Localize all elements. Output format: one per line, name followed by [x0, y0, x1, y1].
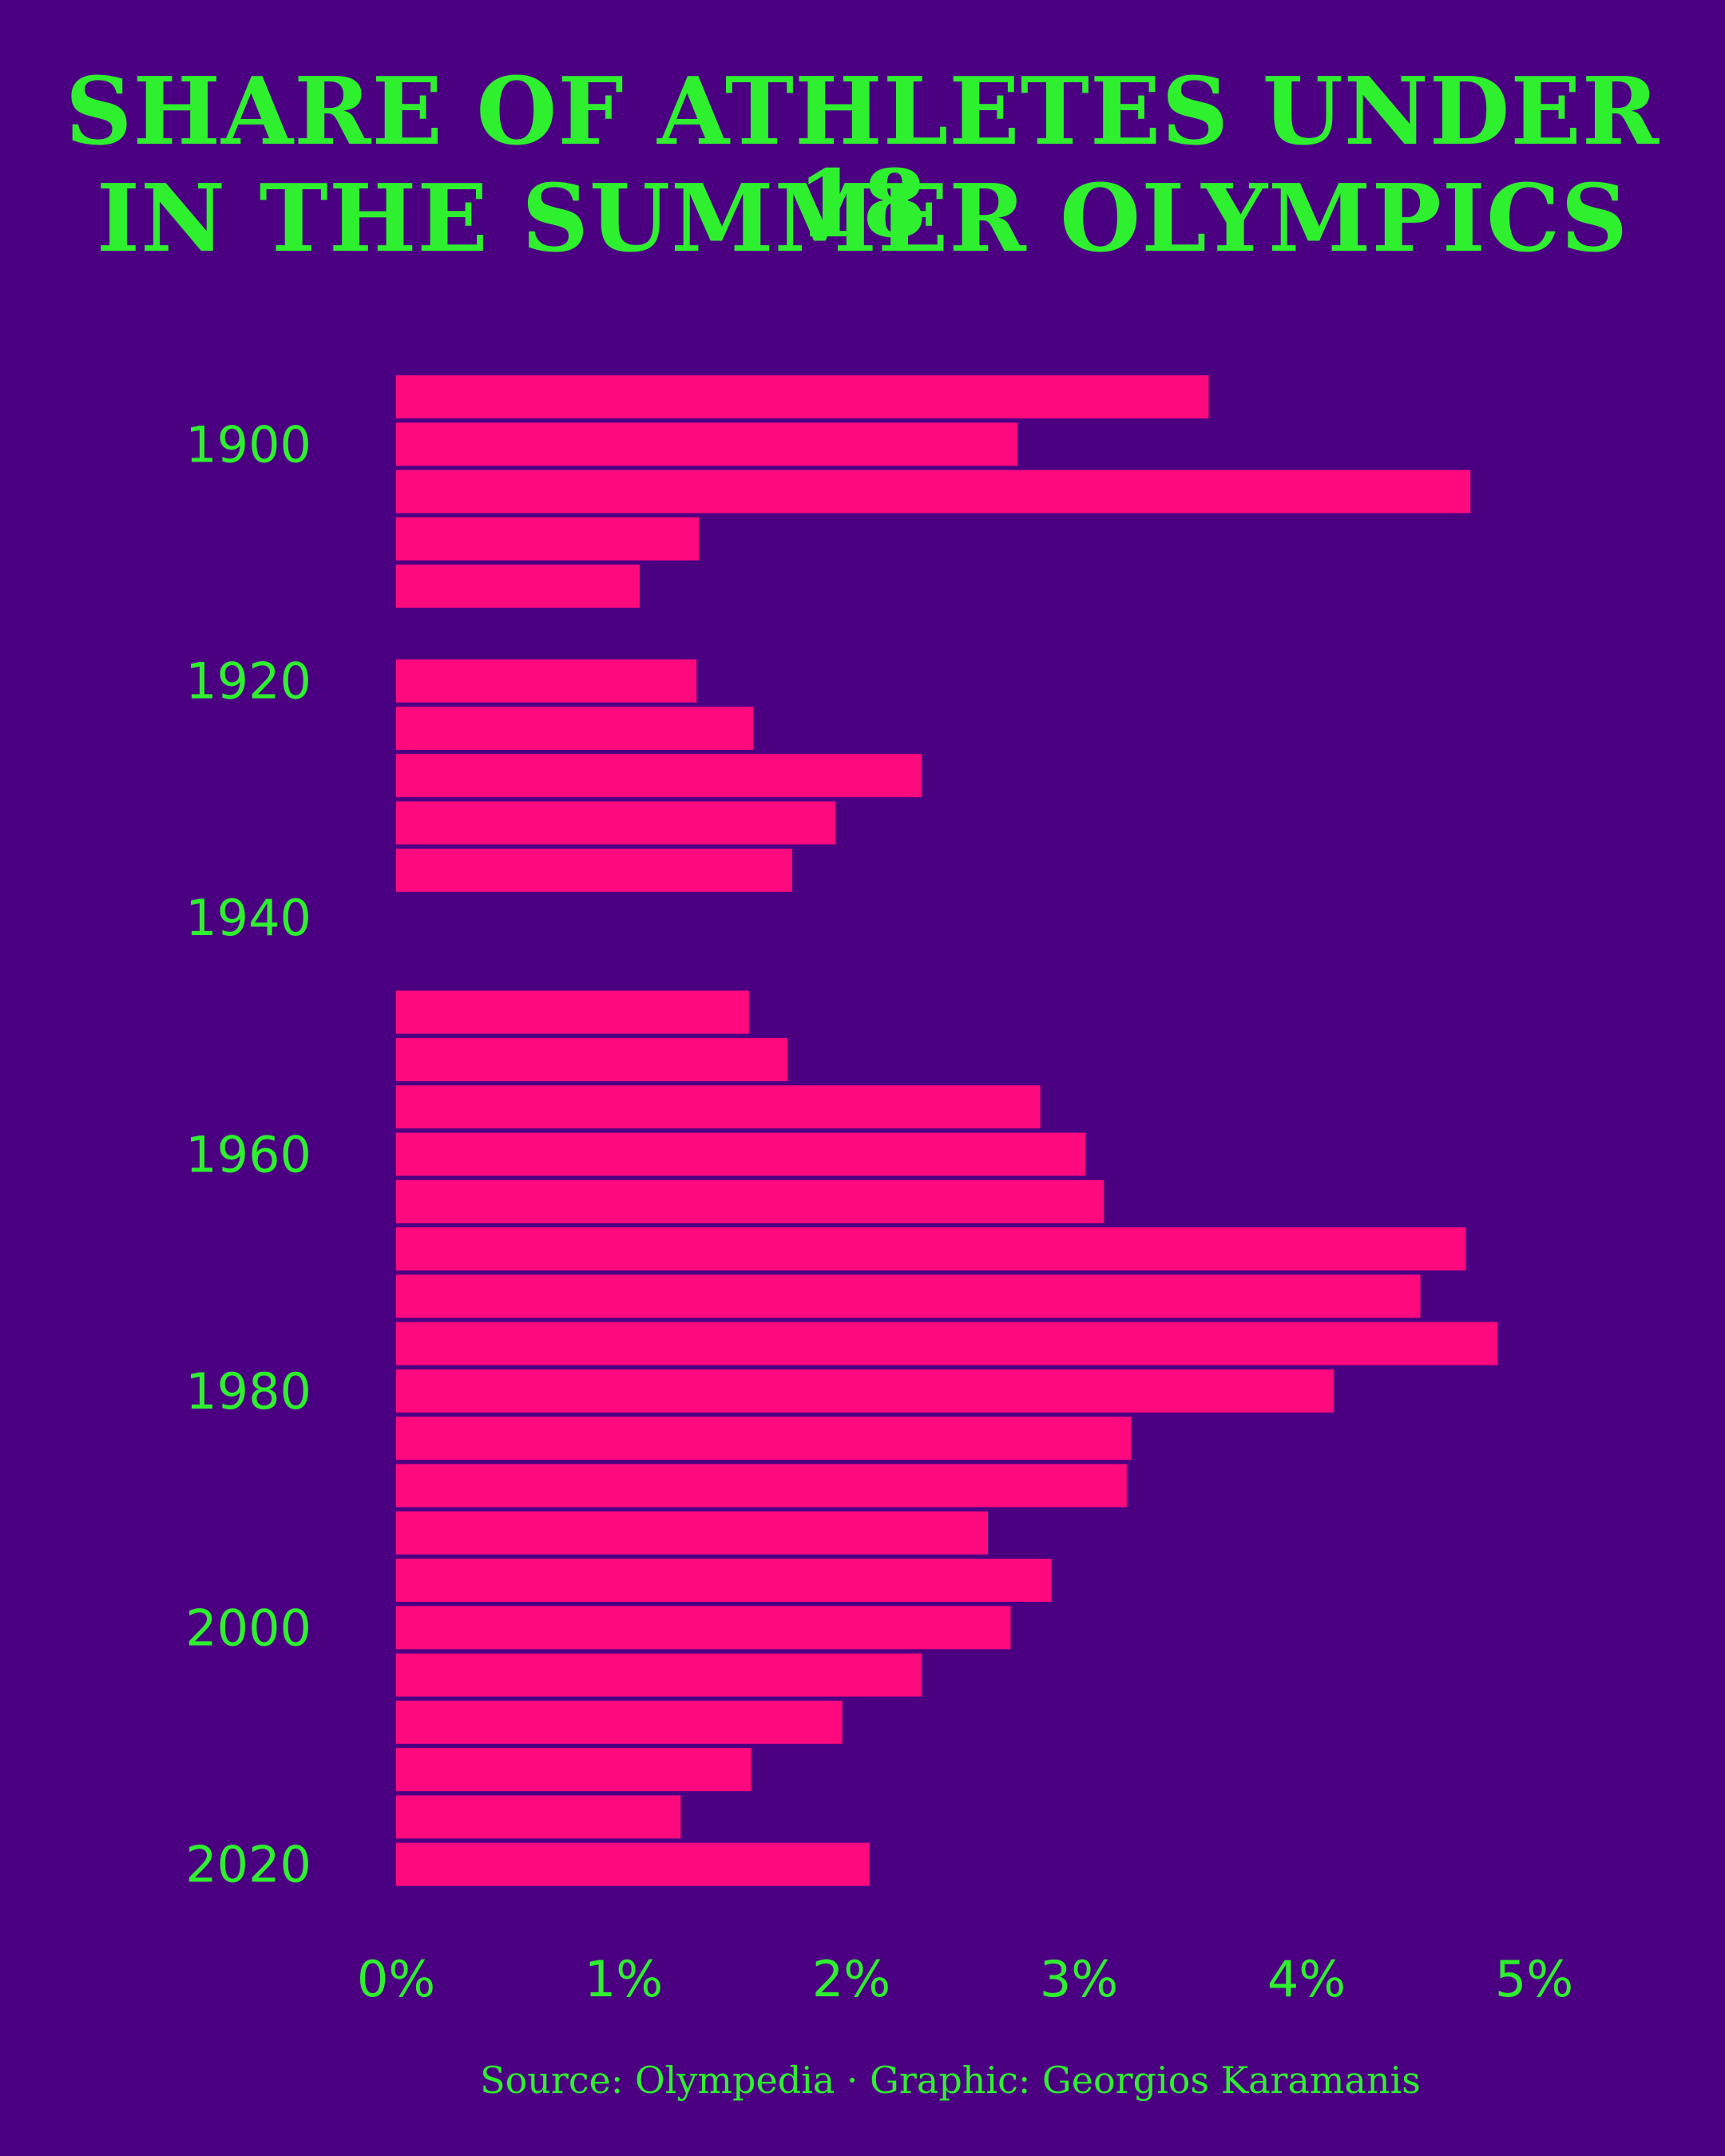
bar-1972 [396, 1274, 1421, 1318]
bar-1960 [396, 1132, 1086, 1176]
bar-2008 [396, 1700, 843, 1744]
bar-1948 [396, 990, 749, 1034]
x-tick-label-1: 1% [585, 1950, 663, 2008]
x-tick-label-0: 0% [357, 1950, 435, 2008]
source-caption: Source: Olympedia · Graphic: Georgios Ka… [480, 2059, 1421, 2102]
bar-1924 [396, 707, 754, 750]
bar-1904 [396, 470, 1471, 513]
bar-1996 [396, 1559, 1052, 1602]
bar-1988 [396, 1464, 1127, 1508]
x-tick-label-2: 2% [812, 1950, 890, 2008]
bar-1928 [396, 754, 922, 798]
y-tick-label-1980: 1980 [185, 1362, 311, 1421]
bar-1992 [396, 1511, 988, 1555]
bar-2004 [396, 1653, 922, 1697]
x-tick-label-3: 3% [1040, 1950, 1118, 2008]
bar-2016 [396, 1795, 681, 1839]
bar-1964 [396, 1179, 1104, 1223]
bar-1952 [396, 1037, 788, 1081]
chart-title-line-1: SHARE OF ATHLETES UNDER 18 [65, 57, 1660, 259]
bar-1908 [396, 517, 699, 561]
y-tick-label-1940: 1940 [185, 889, 311, 947]
x-tick-label-4: 4% [1267, 1950, 1346, 2008]
bar-2012 [396, 1748, 751, 1792]
bar-1912 [396, 565, 640, 608]
bar-1956 [396, 1085, 1041, 1129]
y-tick-label-2020: 2020 [185, 1836, 311, 1894]
y-tick-label-2000: 2000 [185, 1599, 311, 1657]
x-tick-label-5: 5% [1495, 1950, 1573, 2008]
bar-1932 [396, 801, 835, 845]
bar-2020 [396, 1842, 870, 1886]
chart-title-line-2: IN THE SUMMER OLYMPICS [96, 164, 1629, 273]
y-tick-label-1960: 1960 [185, 1126, 311, 1184]
bar-2000 [396, 1606, 1011, 1650]
y-tick-label-1900: 1900 [185, 415, 311, 474]
bar-1968 [396, 1227, 1466, 1270]
bar-1896 [396, 375, 1209, 418]
bar-1980 [396, 1369, 1334, 1413]
bar-1920 [396, 659, 697, 703]
bar-1900 [396, 422, 1017, 466]
bar-1984 [396, 1417, 1132, 1460]
y-tick-label-1920: 1920 [185, 652, 311, 711]
bar-1976 [396, 1322, 1498, 1365]
bar-1936 [396, 848, 792, 892]
